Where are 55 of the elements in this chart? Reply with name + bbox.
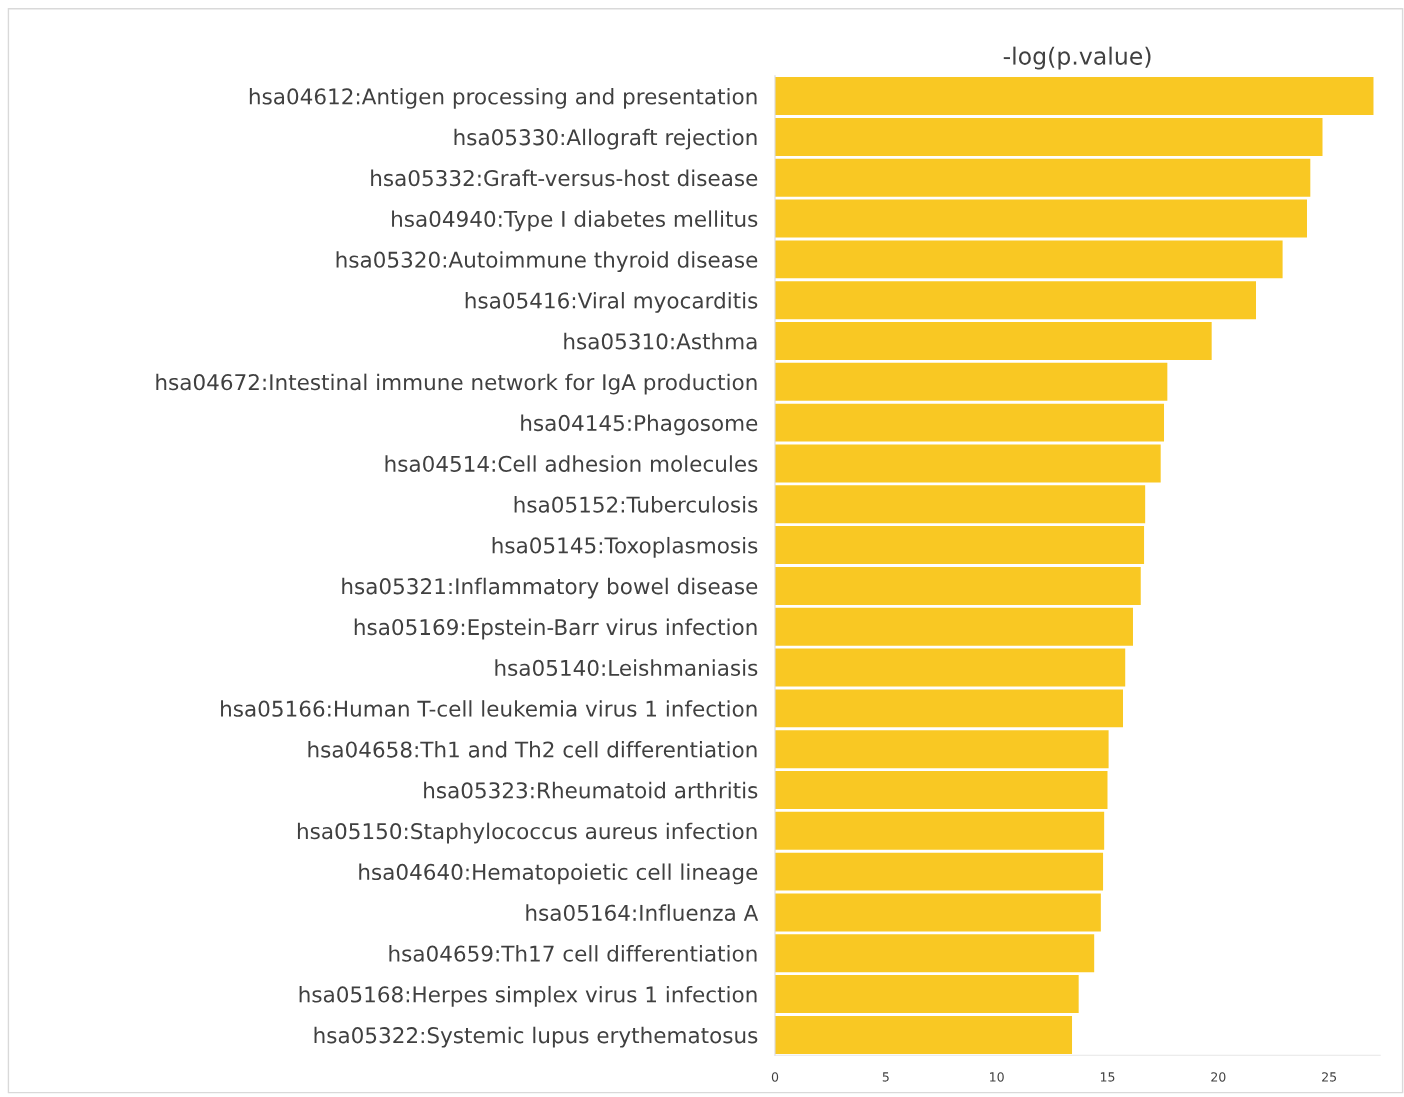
bar <box>775 975 1079 1014</box>
y-tick-label: hsa04659:Th17 cell differentiation <box>389 945 757 962</box>
y-tick-label: hsa05150:Staphylococcus aureus infection <box>297 822 757 844</box>
bar <box>775 158 1311 197</box>
y-tick-label: hsa04145:Phagosome <box>521 414 758 436</box>
bar <box>775 199 1307 238</box>
y-tick-label: hsa05145:Toxoplasmosis <box>492 536 758 558</box>
y-tick-label: hsa05168:Herpes simplex virus 1 infection <box>299 985 757 1007</box>
x-tick-label: 15 <box>1100 1072 1115 1082</box>
bar <box>775 322 1212 360</box>
bar <box>775 648 1126 687</box>
y-tick-label: hsa05323:Rheumatoid arthritis <box>424 781 758 799</box>
y-tick-label: hsa05169:Epstein-Barr virus infection <box>354 618 757 640</box>
bar <box>775 730 1109 769</box>
x-tick-label: 25 <box>1322 1072 1337 1082</box>
y-tick-label: hsa05320:Autoimmune thyroid disease <box>336 251 758 273</box>
bar <box>775 1015 1073 1054</box>
y-tick-label: hsa05330:Allograft rejection <box>454 128 757 150</box>
chart-title: -log(p.value) <box>1003 46 1151 70</box>
y-tick-label: hsa04640:Hematopoietic cell lineage <box>359 863 758 885</box>
bar <box>775 240 1283 279</box>
bar <box>775 934 1095 973</box>
y-tick-label: hsa05322:Systemic lupus erythematosus <box>314 1026 758 1048</box>
y-tick-label: hsa05310:Asthma <box>564 332 757 350</box>
bar <box>775 403 1165 442</box>
bar <box>775 526 1145 565</box>
y-tick-label: hsa04658:Th1 and Th2 cell differentiation <box>308 741 757 758</box>
y-tick-label: hsa04940:Type I diabetes mellitus <box>392 210 758 232</box>
bar <box>775 444 1161 483</box>
y-tick-label: hsa04672:Intestinal immune network for IgA production <box>156 373 757 395</box>
bar <box>775 852 1104 891</box>
bar <box>775 689 1124 728</box>
bar <box>775 117 1323 156</box>
bar <box>775 893 1101 932</box>
y-tick-label: hsa05321:Inflammatory bowel disease <box>342 577 758 599</box>
y-tick-label: hsa05140:Leishmaniasis <box>495 659 758 677</box>
bar <box>775 771 1108 809</box>
bar <box>775 281 1256 320</box>
y-tick-label: hsa05332:Graft-versus-host disease <box>371 169 758 187</box>
y-tick-label: hsa05416:Viral myocarditis <box>465 292 758 313</box>
x-tick-label: 0 <box>771 1072 779 1082</box>
y-tick-label: hsa04514:Cell adhesion molecules <box>385 455 758 472</box>
x-tick-label: 20 <box>1211 1072 1226 1082</box>
bar <box>775 811 1105 850</box>
x-tick-label: 5 <box>882 1072 889 1082</box>
bar <box>775 485 1146 524</box>
y-tick-label: hsa05152:Tuberculosis <box>514 496 758 513</box>
bar <box>775 607 1133 646</box>
y-tick-label: hsa05166:Human T-cell leukemia virus 1 infection <box>221 700 757 717</box>
bar <box>775 362 1168 401</box>
bar <box>775 566 1141 605</box>
y-tick-label: hsa05164:Influenza A <box>526 904 759 921</box>
bar <box>775 77 1374 116</box>
x-tick-label: 10 <box>990 1072 1004 1082</box>
y-tick-label: hsa04612:Antigen processing and presentation <box>249 87 757 109</box>
